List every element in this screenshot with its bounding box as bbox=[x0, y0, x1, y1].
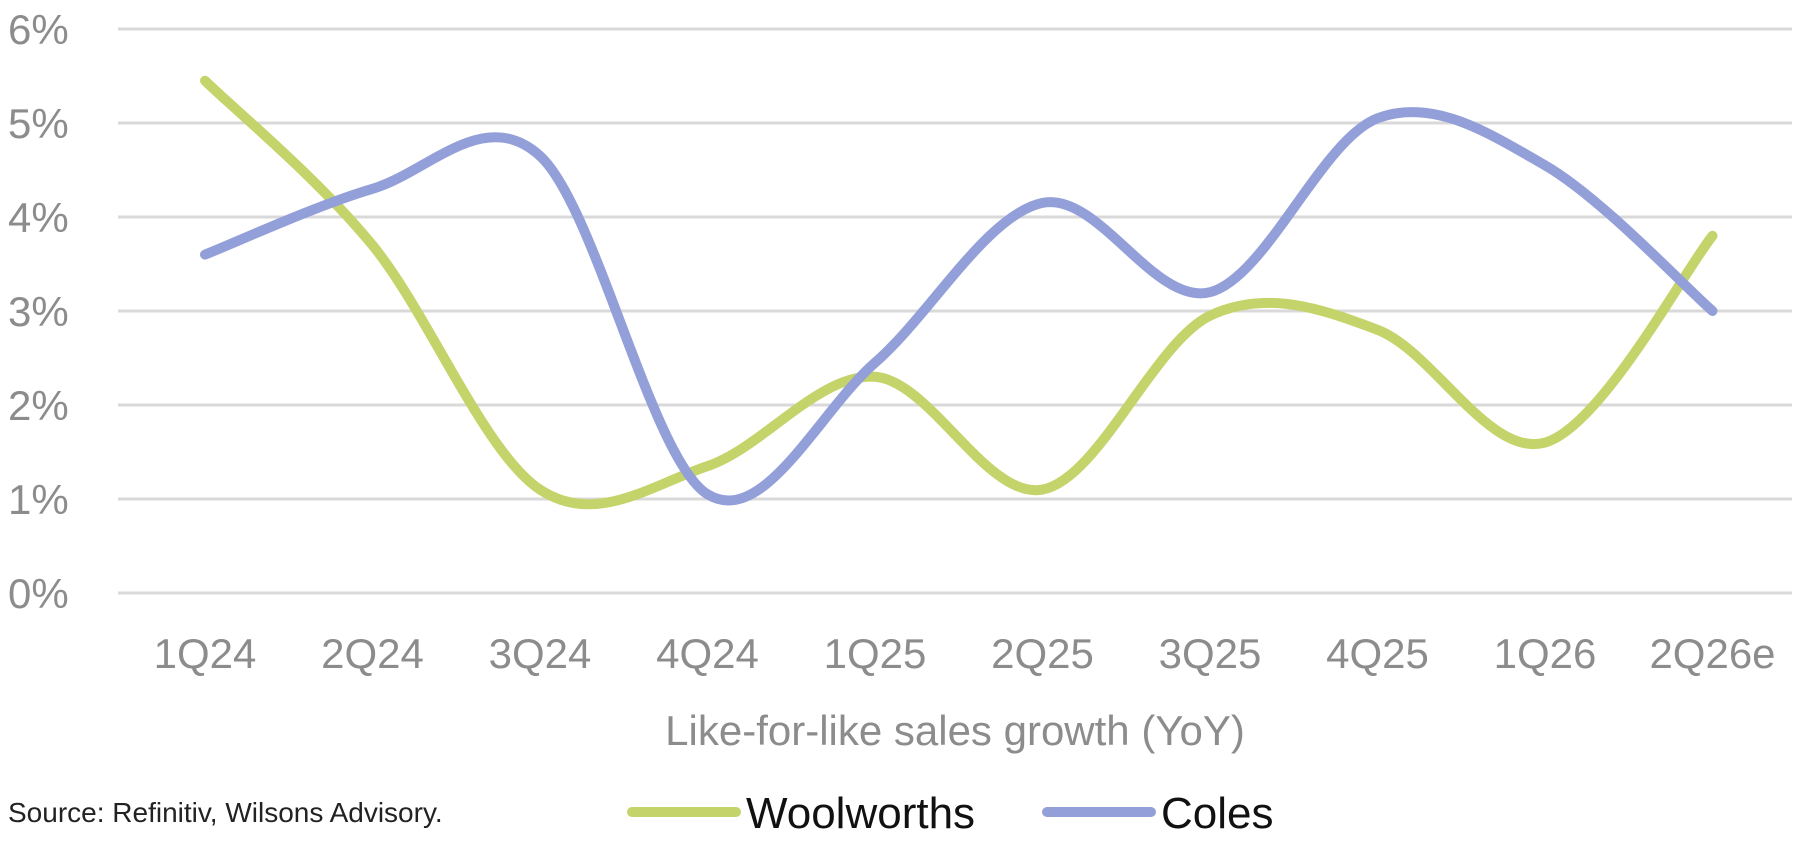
x-axis-ticks: 1Q24 2Q24 3Q24 4Q24 1Q25 2Q25 3Q25 4Q25 1Q26 2Q26… bbox=[154, 630, 1776, 677]
x-tick-label: 4Q24 bbox=[656, 630, 759, 677]
series-line-woolworths bbox=[200, 75, 1718, 510]
series-lines bbox=[200, 75, 1718, 510]
legend-label-woolworths: Woolworths bbox=[746, 789, 975, 838]
y-tick-label: 1% bbox=[8, 476, 69, 523]
grid-lines bbox=[118, 27, 1792, 595]
x-tick-label: 4Q25 bbox=[1326, 630, 1429, 677]
y-tick-label: 5% bbox=[8, 100, 69, 147]
x-tick-label: 1Q26 bbox=[1494, 630, 1597, 677]
x-tick-label: 3Q24 bbox=[489, 630, 592, 677]
x-tick-label: 1Q25 bbox=[824, 630, 927, 677]
y-tick-label: 3% bbox=[8, 288, 69, 335]
x-tick-label: 1Q24 bbox=[154, 630, 257, 677]
legend-label-coles: Coles bbox=[1161, 789, 1274, 838]
legend: Woolworths Coles bbox=[627, 789, 1274, 838]
x-tick-label: 2Q24 bbox=[321, 630, 424, 677]
x-axis-label: Like-for-like sales growth (YoY) bbox=[665, 707, 1245, 754]
series-line-coles bbox=[200, 106, 1718, 506]
y-tick-label: 4% bbox=[8, 194, 69, 241]
y-tick-label: 6% bbox=[8, 6, 69, 53]
x-tick-label: 2Q26e bbox=[1649, 630, 1775, 677]
source-note: Source: Refinitiv, Wilsons Advisory. bbox=[8, 797, 443, 828]
x-tick-label: 3Q25 bbox=[1159, 630, 1262, 677]
y-tick-label: 2% bbox=[8, 382, 69, 429]
y-axis-ticks: 0% 1% 2% 3% 4% 5% 6% bbox=[8, 6, 69, 617]
y-tick-label: 0% bbox=[8, 570, 69, 617]
x-tick-label: 2Q25 bbox=[991, 630, 1094, 677]
